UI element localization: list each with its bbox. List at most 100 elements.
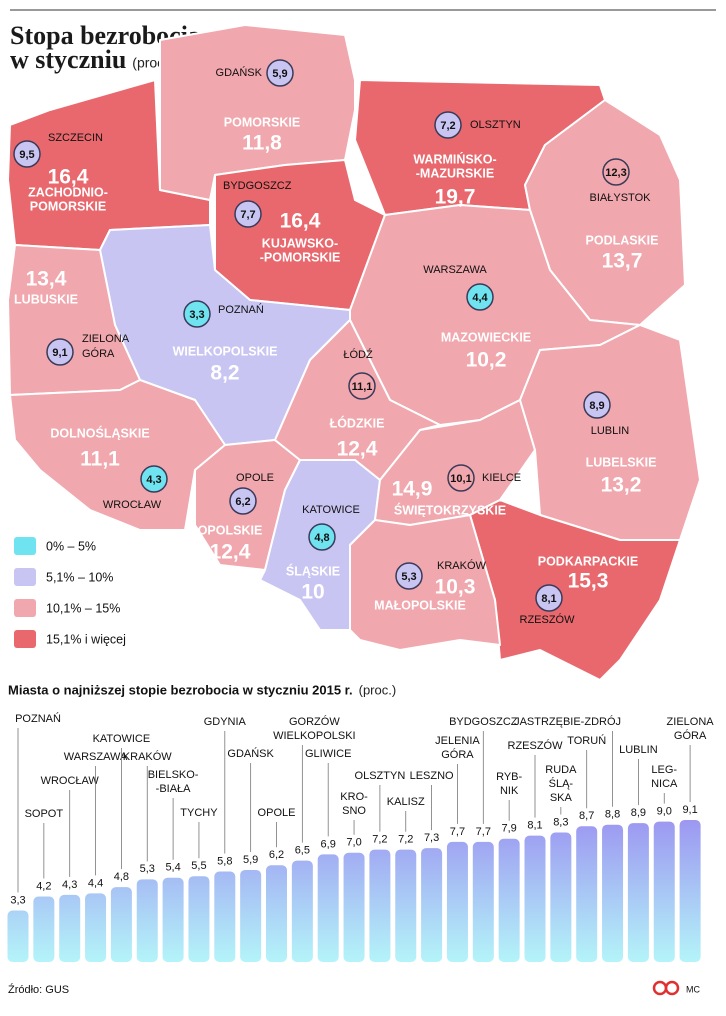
value-label: 5,8 [217,855,232,867]
city-value: 4,3 [146,474,161,486]
city-name: POZNAŃ [218,303,264,316]
city-value: 12,3 [605,167,626,179]
category-label: BIELSKO- [148,769,199,781]
bar [498,838,520,962]
city-value: 9,5 [19,149,34,161]
bar [136,879,158,962]
category-label: GÓRA [441,748,474,761]
bar [524,835,546,962]
city-value: 11,1 [352,381,373,393]
bar [576,826,598,962]
value-label: 4,2 [36,880,51,892]
logo [664,980,680,996]
category-label: RYB- [496,771,522,783]
bar [550,832,572,962]
category-label: KALISZ [387,796,425,808]
city-name: KRAKÓW [437,559,487,572]
legend-label: 5,1% – 10% [46,570,113,584]
category-label: NICA [651,778,678,790]
category-label: WIELKOPOLSKI [273,730,356,742]
legend-swatch [14,599,36,617]
value-label: 8,8 [605,809,620,821]
city-value: 4,8 [314,532,329,544]
category-label: GDYNIA [204,716,247,728]
city-value: 5,3 [401,571,416,583]
value-label: 4,8 [114,871,129,883]
bar [317,854,339,962]
city-marker [602,158,630,186]
category-label: ŚLĄ- [549,777,574,790]
region-name: WARMIŃSKO- [413,151,496,166]
category-label: WARSZAWA [64,751,128,763]
category-label: NIK [500,785,519,797]
city-marker [395,562,423,590]
city-name: GDAŃSK [216,66,263,79]
bar [266,865,287,962]
region-name: POMORSKIE [30,199,106,213]
region-value: 12,4 [337,438,378,461]
bar [240,869,262,962]
region-value: 13,4 [26,268,67,291]
value-label: 9,0 [657,806,672,818]
map: ZACHODNIO-POMORSKIE16,49,5SZCZECINPOMORS… [7,24,701,681]
region-name: MAZOWIECKIE [441,330,531,344]
region-name: LUBUSKIE [14,292,78,306]
city-marker [466,283,494,311]
bar [59,894,81,962]
category-label: KATOWICE [93,733,151,745]
region-value: 8,2 [210,362,239,385]
region-value: 11,8 [242,132,282,155]
value-label: 6,9 [321,838,336,850]
bar [33,896,55,962]
legend-label: 0% – 5% [46,539,96,553]
city-value: 3,3 [189,309,204,321]
bar [162,877,184,962]
city-marker [308,523,336,551]
value-label: 7,3 [424,832,439,844]
category-label: TORUŃ [567,734,606,747]
value-label: 3,3 [10,894,25,906]
category-label: GLIWICE [305,748,351,760]
value-label: 6,5 [295,845,310,857]
value-label: 7,0 [346,837,361,849]
value-label: 8,3 [553,816,568,828]
value-label: 9,1 [682,804,697,816]
region-name: ŚWIĘTOKRZYSKIE [394,502,506,517]
city-value: 5,9 [272,68,287,80]
city-value: 7,7 [240,209,255,221]
region-value: 13,7 [602,250,643,273]
city-marker [234,200,262,228]
category-label: GDAŃSK [227,747,274,760]
city-marker [140,465,168,493]
category-label: POZNAŃ [15,712,61,725]
bar [627,823,649,962]
value-label: 5,9 [243,854,258,866]
city-value: 4,4 [472,292,488,304]
city-name: WROCŁAW [103,499,162,511]
bar [369,849,391,962]
city-name: RZESZÓW [520,613,576,626]
category-label: GÓRA [674,729,707,742]
region-name: PODLASKIE [586,233,659,247]
value-label: 6,2 [269,849,284,861]
region-name: DOLNOŚLĄSKIE [50,425,149,440]
legend-swatch [14,630,36,648]
city-value: 9,1 [52,347,67,359]
value-label: 4,3 [62,879,77,891]
region-name: OPOLSKIE [198,523,263,537]
region-name: PODKARPACKIE [538,554,638,568]
city-marker [434,111,462,139]
region-value: 10 [301,581,324,604]
region-name: WIELKOPOLSKIE [173,344,278,358]
category-label: KRAKÓW [123,750,173,763]
source: Źródło: GUS [8,983,69,996]
value-label: 8,7 [579,810,594,822]
category-label: SKA [550,792,573,804]
region-value: 12,4 [210,541,251,564]
value-label: 7,9 [502,823,517,835]
region-value: 11,1 [80,448,120,471]
city-marker [183,300,211,328]
region-name: ZACHODNIO- [28,185,108,199]
region-value: 16,4 [48,166,89,189]
bar [85,893,107,962]
